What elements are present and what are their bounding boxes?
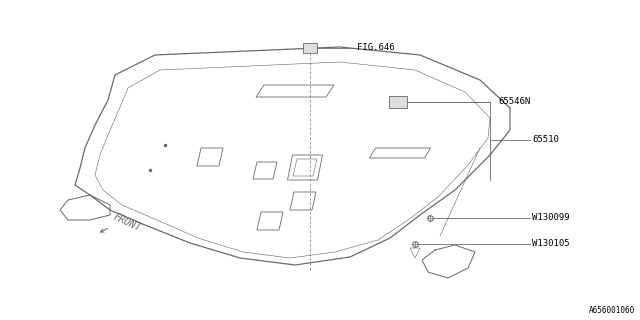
Text: A656001060: A656001060 [589, 306, 635, 315]
Text: FIG.646: FIG.646 [357, 44, 395, 52]
Text: W130099: W130099 [532, 213, 570, 222]
Text: 65546N: 65546N [498, 98, 531, 107]
Text: FRONT: FRONT [112, 211, 143, 233]
Text: 65510: 65510 [532, 135, 559, 145]
Text: W130105: W130105 [532, 239, 570, 249]
Polygon shape [389, 96, 407, 108]
Polygon shape [303, 43, 317, 53]
